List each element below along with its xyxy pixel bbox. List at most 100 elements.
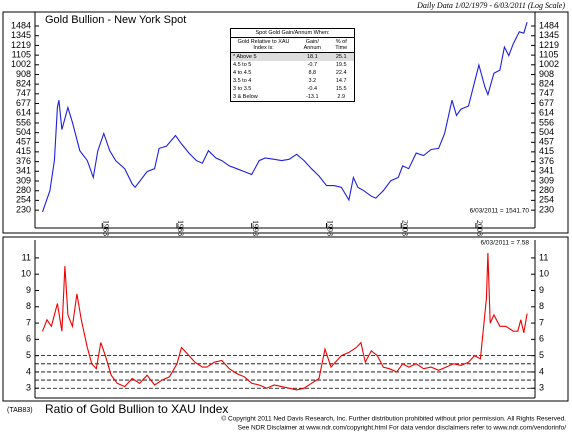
- y-tick-label: 3: [539, 383, 544, 393]
- y-tick-label: 9: [539, 285, 544, 295]
- y-tick-label: 10: [539, 269, 549, 279]
- y-tick-label: 376: [16, 156, 31, 166]
- x-tick-label: 1988: [176, 220, 185, 236]
- y-tick-label: 1345: [11, 30, 31, 40]
- y-tick-label: 747: [539, 88, 554, 98]
- y-tick-label: 1002: [539, 59, 559, 69]
- y-tick-label: 376: [539, 156, 554, 166]
- y-tick-label: 415: [16, 146, 31, 156]
- table-row: 3 & Below -13.1 2.9: [231, 93, 355, 102]
- table-cell: -13.1: [306, 94, 319, 100]
- y-tick-label: 1002: [11, 59, 31, 69]
- table-title: Spot Gold Gain/Annum When:: [230, 28, 355, 38]
- table-cell: 25.1: [335, 54, 347, 60]
- y-tick-label: 1484: [11, 20, 31, 30]
- stats-table: Spot Gold Gain/Annum When: Gold Relative…: [230, 28, 355, 102]
- y-tick-label: 309: [539, 175, 554, 185]
- y-tick-label: 8: [539, 301, 544, 311]
- x-tick-label: 2003: [400, 220, 409, 236]
- y-tick-label: 504: [16, 127, 31, 137]
- x-tick-label: 1983: [101, 220, 110, 236]
- y-tick-label: 6: [26, 334, 31, 344]
- y-tick-label: 1105: [539, 50, 558, 60]
- y-tick-label: 614: [539, 108, 554, 118]
- y-tick-label: 908: [539, 69, 554, 79]
- table-cell: -0.7: [307, 62, 318, 68]
- y-tick-label: 1219: [539, 40, 559, 50]
- annotation: 6/03/2011 = 1541.70: [470, 208, 530, 215]
- table-row: * Above 5 18.1 25.1: [230, 52, 355, 61]
- y-tick-label: 341: [539, 166, 554, 176]
- table-cell: 4 to 4.5: [233, 70, 252, 76]
- y-tick-label: 614: [16, 108, 31, 118]
- y-tick-label: 747: [16, 88, 31, 98]
- y-tick-label: 824: [539, 78, 554, 88]
- y-tick-label: 4: [26, 366, 31, 376]
- footer: © Copyright 2011 Ned Davis Research, Inc…: [221, 415, 566, 423]
- table-cell: 2.9: [337, 94, 346, 100]
- y-tick-label: 10: [21, 269, 31, 279]
- table-cell: 4.5 to 5: [233, 62, 252, 68]
- footer: See NDR Disclaimer at www.ndr.com/copyri…: [238, 425, 567, 432]
- table-cell: 3 to 3.5: [233, 86, 252, 92]
- y-tick-label: 230: [16, 205, 31, 215]
- y-tick-label: 3: [26, 383, 31, 393]
- y-tick-label: 280: [539, 185, 554, 195]
- bottom-frame: [2, 236, 569, 402]
- y-tick-label: 457: [539, 137, 554, 147]
- y-tick-label: 556: [16, 117, 31, 127]
- chart-title: Ratio of Gold Bullion to XAU Index: [45, 402, 228, 416]
- y-tick-label: 254: [539, 195, 554, 205]
- y-tick-label: 11: [539, 252, 548, 262]
- y-tick-label: 5: [539, 350, 544, 360]
- y-tick-label: 309: [16, 175, 31, 185]
- table-cell: 15.5: [335, 86, 347, 92]
- y-tick-label: 254: [16, 195, 31, 205]
- annotation: 6/03/2011 = 7.58: [481, 240, 530, 247]
- y-tick-label: 1345: [539, 30, 559, 40]
- x-tick-label: 1993: [251, 220, 260, 236]
- table-cell: -0.4: [307, 86, 318, 92]
- y-tick-label: 908: [16, 69, 31, 79]
- table-cell: 3 & Below: [233, 94, 258, 100]
- y-tick-label: 677: [539, 98, 554, 108]
- table-cell: * Above 5: [233, 54, 257, 60]
- chart-code: (TAB83): [7, 407, 33, 414]
- table-cell: 8.8: [308, 70, 317, 76]
- y-tick-label: 4: [539, 366, 544, 376]
- y-tick-label: 11: [22, 252, 31, 262]
- y-tick-label: 1219: [11, 40, 31, 50]
- y-tick-label: 280: [16, 185, 31, 195]
- table-cell: 3.2: [308, 78, 317, 84]
- y-tick-label: 1484: [539, 20, 559, 30]
- table-cell: 3.5 to 4: [233, 78, 252, 84]
- y-tick-label: 7: [26, 317, 31, 327]
- y-tick-label: 1105: [12, 50, 31, 60]
- y-tick-label: 5: [26, 350, 31, 360]
- date-range: Daily Data 1/02/1979 - 6/03/2011 (Log Sc…: [416, 1, 565, 10]
- y-tick-label: 415: [539, 146, 554, 156]
- y-tick-label: 824: [16, 78, 31, 88]
- column-header: % of Time: [328, 37, 355, 53]
- data-line: [41, 22, 528, 213]
- y-tick-label: 6: [539, 334, 544, 344]
- table-cell: 14.7: [335, 78, 347, 84]
- y-tick-label: 677: [16, 98, 31, 108]
- table-cell: 22.4: [335, 70, 347, 76]
- table-row: 3 to 3.5 -0.4 15.5: [231, 85, 355, 93]
- y-tick-label: 8: [26, 301, 31, 311]
- top-frame: [2, 11, 569, 234]
- y-tick-label: 230: [539, 205, 554, 215]
- table-row: 4 to 4.5 8.8 22.4: [231, 69, 355, 77]
- table-cell: 18.1: [306, 54, 318, 60]
- y-tick-label: 341: [16, 166, 31, 176]
- y-tick-label: 457: [16, 137, 31, 147]
- y-tick-label: 7: [539, 317, 544, 327]
- column-header: Gold Relative to XAU Index is:: [230, 37, 297, 53]
- x-tick-label: 1998: [326, 220, 335, 236]
- y-tick-label: 9: [26, 285, 31, 295]
- y-tick-label: 504: [539, 127, 554, 137]
- y-tick-label: 556: [539, 117, 554, 127]
